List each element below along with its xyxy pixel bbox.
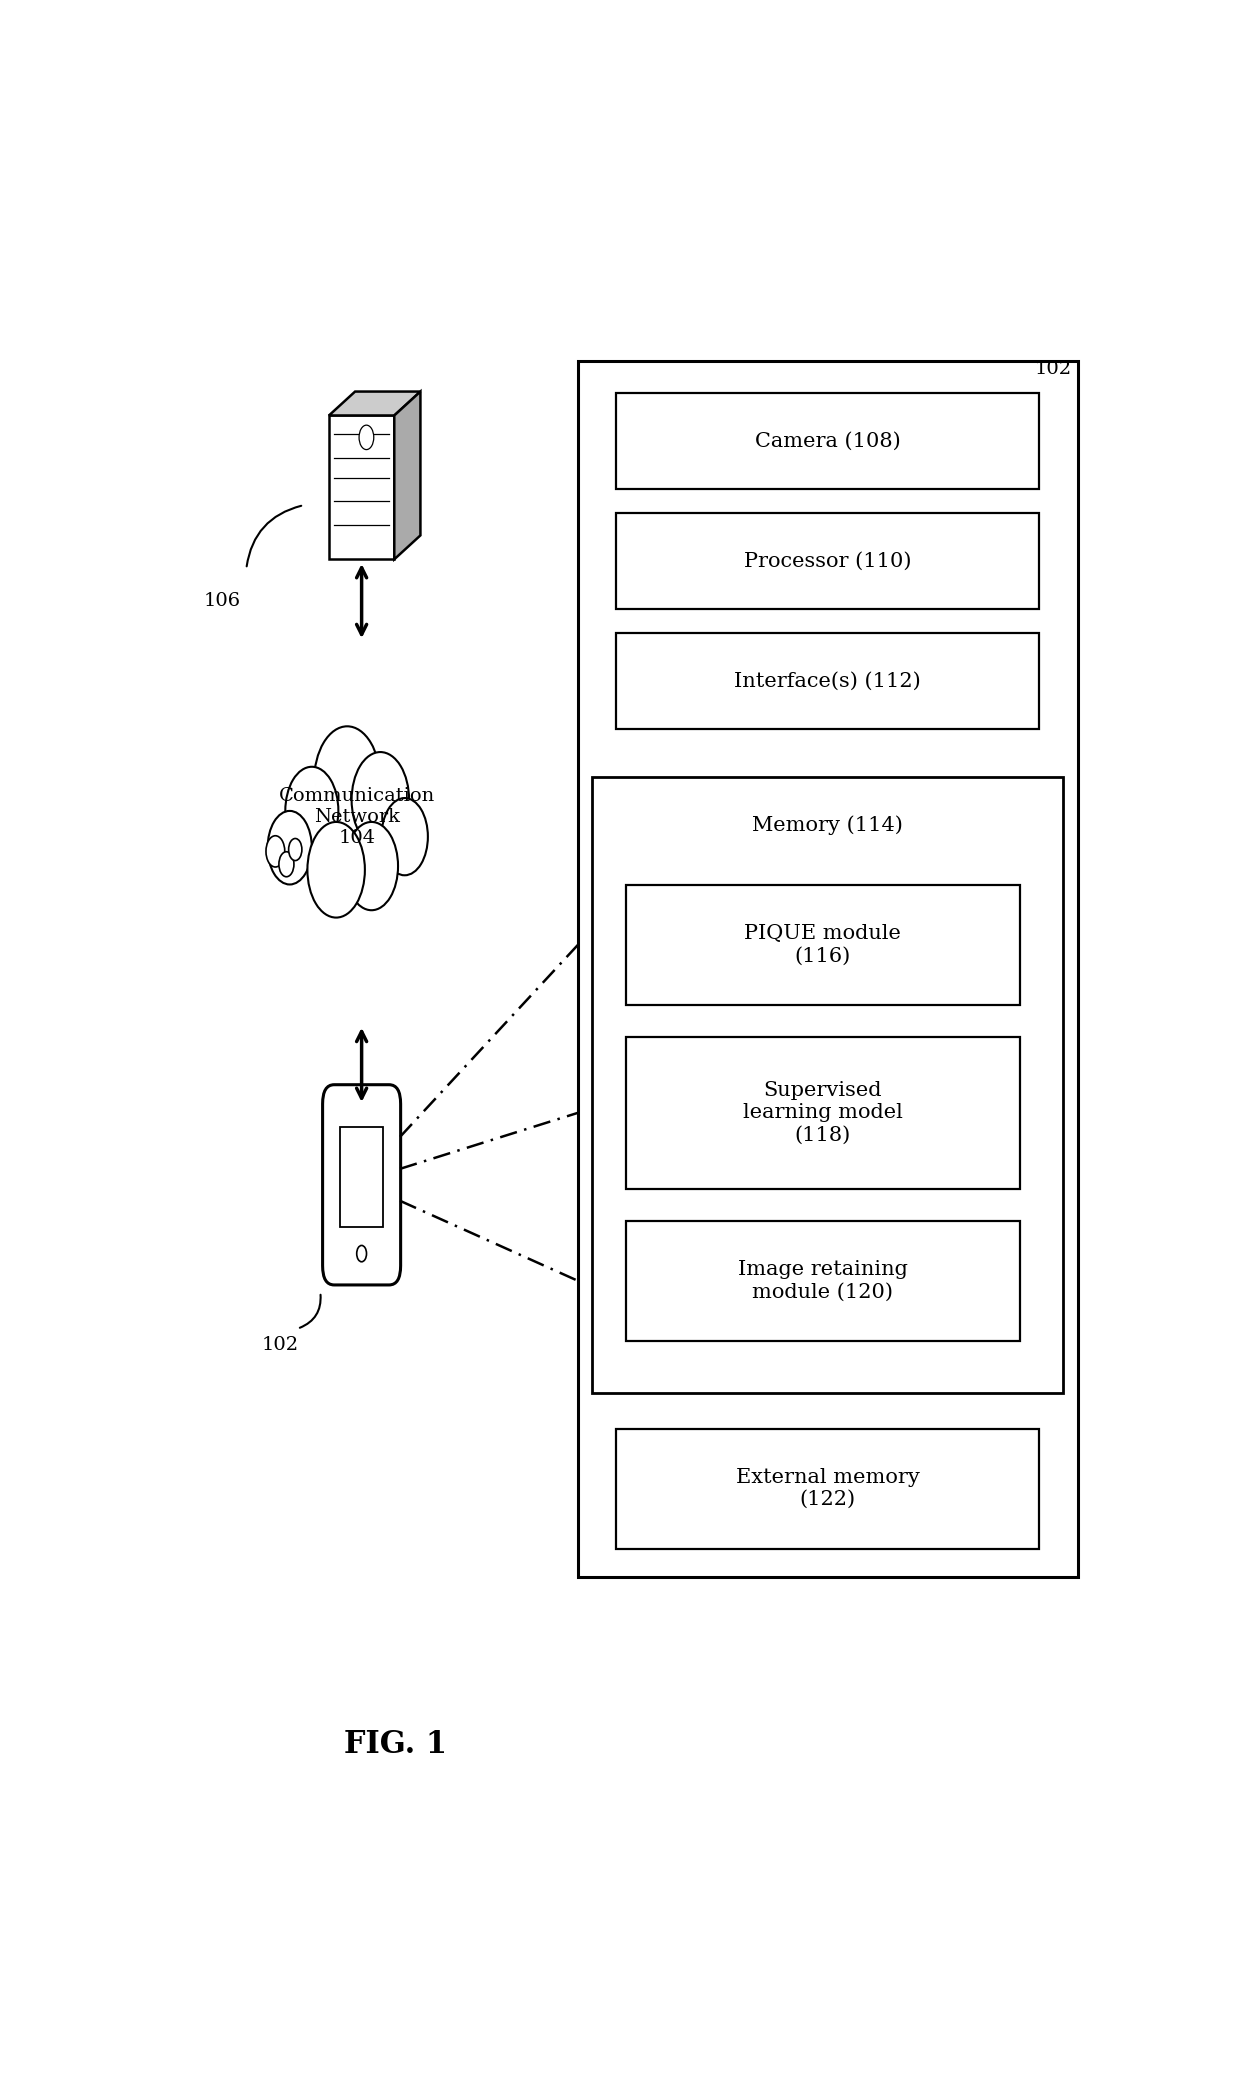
Text: 102: 102 [1035,359,1073,378]
FancyBboxPatch shape [626,1036,1019,1188]
Circle shape [352,752,409,847]
Circle shape [279,852,294,876]
Circle shape [268,810,311,885]
FancyBboxPatch shape [626,885,1019,1005]
Text: 102: 102 [262,1336,299,1354]
FancyBboxPatch shape [616,513,1039,609]
Circle shape [382,798,428,874]
Text: Interface(s) (112): Interface(s) (112) [734,671,921,690]
Circle shape [265,835,285,866]
FancyBboxPatch shape [616,393,1039,490]
Circle shape [285,766,339,856]
Circle shape [360,426,373,449]
Circle shape [357,1246,367,1261]
Polygon shape [329,415,394,559]
Circle shape [289,839,301,860]
Text: Processor (110): Processor (110) [744,552,911,571]
FancyBboxPatch shape [340,1126,383,1228]
FancyBboxPatch shape [616,1429,1039,1549]
FancyBboxPatch shape [322,1084,401,1286]
Polygon shape [394,393,420,559]
Text: Camera (108): Camera (108) [755,432,900,451]
Polygon shape [329,393,420,415]
Text: PIQUE module
(116): PIQUE module (116) [744,924,901,966]
Circle shape [308,822,365,918]
FancyBboxPatch shape [593,777,1063,1394]
Text: FIG. 1: FIG. 1 [343,1728,446,1759]
FancyBboxPatch shape [578,361,1078,1576]
Text: Image retaining
module (120): Image retaining module (120) [738,1261,908,1302]
Text: 106: 106 [203,592,241,611]
Text: External memory
(122): External memory (122) [735,1468,920,1510]
Text: Communication
Network
104: Communication Network 104 [279,787,435,847]
Circle shape [314,727,381,837]
Text: Memory (114): Memory (114) [753,814,903,835]
Text: Supervised
learning model
(118): Supervised learning model (118) [743,1082,903,1144]
FancyBboxPatch shape [616,633,1039,729]
FancyBboxPatch shape [626,1221,1019,1342]
Circle shape [345,822,398,910]
